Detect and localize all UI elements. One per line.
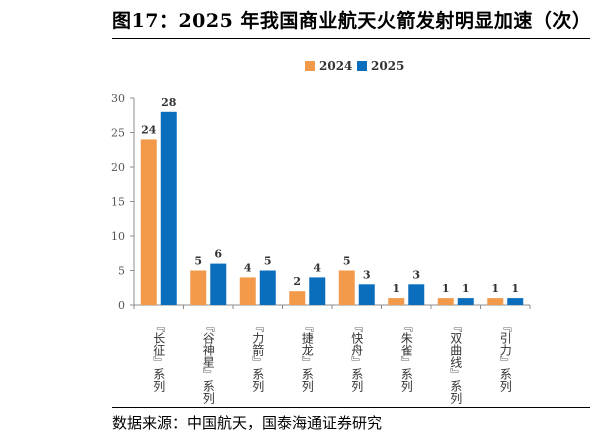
x-category-label: 『力箭』系列 (251, 320, 265, 392)
data-label-2024: 5 (343, 255, 351, 268)
bar-2024 (487, 298, 504, 305)
data-label-2025: 6 (214, 248, 222, 261)
data-label-2025: 4 (313, 261, 321, 274)
bar-2025 (210, 263, 227, 305)
data-source: 数据来源：中国航天，国泰海通证券研究 (112, 414, 383, 432)
chart-title: 图17：2025 年我国商业航天火箭发射明显加速（次） (112, 10, 592, 32)
x-category-label: 『朱雀』系列 (399, 320, 413, 392)
source-divider (112, 407, 590, 408)
x-category-label: 『快舟』系列 (350, 320, 364, 392)
title-divider (112, 38, 590, 39)
data-label-2024: 4 (244, 261, 252, 274)
y-tick-label: 15 (111, 196, 125, 209)
x-category-label: 『双曲线』系列 (449, 320, 463, 404)
bar-2024 (338, 270, 355, 305)
bar-2024 (289, 291, 306, 305)
legend: 2024 2025 (305, 59, 404, 73)
data-label-2024: 1 (392, 282, 400, 295)
bar-2025 (358, 284, 375, 305)
legend-label-2025: 2025 (371, 59, 404, 73)
bar-2025 (259, 270, 276, 305)
x-category-label: 『谷神星』系列 (201, 320, 215, 404)
data-label-2024: 5 (194, 255, 202, 268)
bar-2025 (309, 277, 326, 305)
data-label-2025: 3 (412, 268, 420, 281)
data-label-2025: 3 (363, 268, 371, 281)
data-label-2024: 1 (491, 282, 499, 295)
y-tick-label: 5 (118, 265, 125, 278)
bar-2024 (388, 298, 405, 305)
bar-2025 (507, 298, 524, 305)
data-label-2024: 1 (442, 282, 450, 295)
data-label-2025: 28 (161, 96, 177, 109)
bar-2025 (457, 298, 474, 305)
bar-marks (140, 111, 524, 305)
x-category-label: 『引力』系列 (498, 320, 512, 392)
data-label-2025: 1 (511, 282, 519, 295)
legend-swatch-2024 (305, 61, 315, 71)
y-tick-label: 20 (111, 161, 125, 174)
legend-label-2024: 2024 (319, 59, 352, 73)
bar-2025 (408, 284, 425, 305)
y-tick-label: 0 (118, 299, 125, 312)
y-tick-label: 25 (111, 127, 125, 140)
bar-2025 (160, 111, 177, 305)
category-labels: 『长征』系列 『谷神星』系列 『力箭』系列 『捷龙』系列 『快舟』系列 『朱雀』系列 『双曲… (152, 320, 513, 404)
data-label-2024: 24 (141, 123, 157, 136)
data-label-2024: 2 (293, 275, 301, 288)
y-tick-label: 30 (111, 92, 125, 105)
data-label-2025: 5 (264, 255, 272, 268)
bar-2024 (140, 139, 157, 305)
bar-2024 (239, 277, 256, 305)
y-tick-label: 10 (111, 230, 125, 243)
x-category-label: 『长征』系列 (152, 320, 166, 392)
legend-swatch-2025 (357, 61, 367, 71)
x-category-label: 『捷龙』系列 (300, 320, 314, 392)
data-label-2025: 1 (462, 282, 470, 295)
bar-2024 (437, 298, 454, 305)
bar-2024 (190, 270, 207, 305)
